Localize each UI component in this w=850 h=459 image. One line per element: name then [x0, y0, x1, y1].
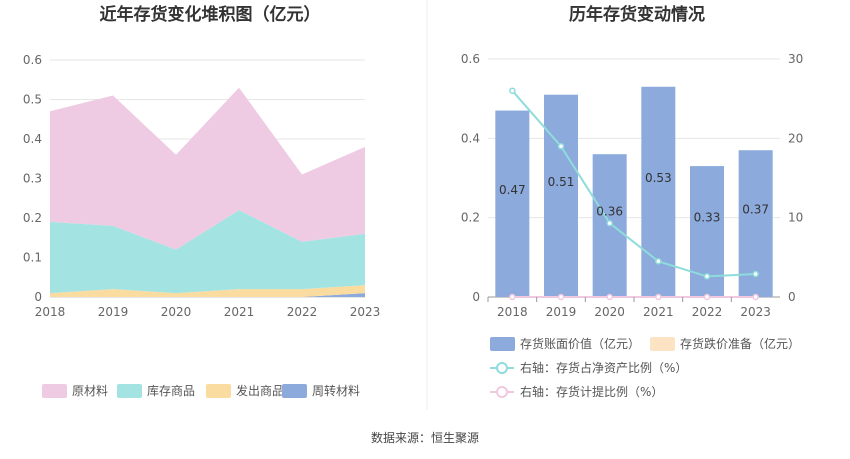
- line-point: [606, 219, 613, 227]
- legend-label: 右轴：存货占净资产比例（%）: [520, 360, 687, 375]
- left-chart-areas: [50, 87, 365, 297]
- legend-swatch: [282, 384, 307, 398]
- line-point: [606, 293, 613, 301]
- left-x-tick-label: 2018: [35, 305, 66, 319]
- bar-value-label: 0.36: [596, 205, 623, 219]
- left-x-tick-label: 2022: [287, 305, 318, 319]
- legend-marker: [496, 386, 508, 398]
- right-x-tick-label: 2018: [497, 305, 528, 319]
- right-x-tick-label: 2022: [692, 305, 723, 319]
- legend-label: 右轴：存货计提比例（%）: [520, 384, 663, 399]
- bar-2019: [544, 94, 578, 297]
- legend-swatch: [42, 384, 67, 398]
- legend-label: 存货跌价准备（亿元）: [680, 336, 800, 351]
- right-y-tick-label: 0.4: [461, 131, 480, 145]
- line-point: [509, 293, 516, 301]
- area-series-发出商品: [50, 285, 365, 297]
- line-point: [509, 87, 516, 94]
- bar-value-label: 0.33: [694, 211, 721, 225]
- area-series-库存商品: [50, 210, 365, 294]
- left-y-tick-label: 0: [34, 290, 42, 304]
- bar-value-label: 0.37: [742, 203, 769, 217]
- left-chart-y-axis: 0 0.1 0.2 0.3 0.4 0.5 0.6: [23, 53, 42, 304]
- left-x-tick-label: 2021: [224, 305, 255, 319]
- right-chart-y-axis: 0 0.2 0.4 0.6: [461, 52, 480, 304]
- left-y-tick-label: 0.6: [23, 53, 42, 67]
- left-x-tick-label: 2020: [161, 305, 192, 319]
- line-point: [752, 270, 759, 278]
- left-chart-x-axis: 2018 2019 2020 2021 2022 2023: [35, 305, 381, 319]
- legend-label: 原材料: [72, 384, 108, 398]
- line-point: [703, 273, 711, 280]
- line-point: [655, 293, 662, 301]
- left-x-tick-label: 2023: [350, 305, 381, 319]
- right-chart-legend: 存货账面价值（亿元） 存货跌价准备（亿元） 右轴：存货占净资产比例（%） 右轴：存货计…: [490, 336, 800, 399]
- legend-swatch: [490, 337, 515, 351]
- legend-label: 周转材料: [312, 383, 360, 398]
- right-x-tick-label: 2023: [740, 305, 771, 319]
- right-chart-y2-axis: 0 10 20 30: [788, 52, 803, 304]
- legend-label: 发出商品: [236, 383, 284, 398]
- line-point: [703, 293, 711, 301]
- right-chart-x-axis: 2018 2019 2020 2021 2022 2023: [487, 297, 771, 319]
- line-point: [655, 258, 662, 265]
- line-point: [557, 143, 565, 150]
- bar-value-label: 0.51: [548, 175, 575, 189]
- source-text: 数据来源：恒生聚源: [371, 430, 479, 445]
- right-x-tick-label: 2019: [546, 305, 577, 319]
- area-series-原材料: [50, 87, 365, 250]
- legend-label: 存货账面价值（亿元）: [520, 336, 640, 351]
- right-y-tick-label: 0.2: [461, 211, 480, 225]
- legend-swatch: [206, 384, 231, 398]
- legend-marker: [496, 362, 508, 374]
- right-y-tick-label: 0: [472, 290, 480, 304]
- left-y-tick-label: 0.2: [23, 211, 42, 225]
- legend-swatch: [117, 384, 142, 398]
- legend-label: 库存商品: [147, 383, 195, 398]
- right-x-tick-label: 2021: [643, 305, 674, 319]
- right-chart-title: 历年存货变动情况: [569, 4, 705, 25]
- legend-swatch: [650, 337, 675, 351]
- right-chart-bar-labels: 0.47 0.51 0.36 0.53 0.33 0.37: [499, 171, 769, 225]
- line-series-ratio-net-assets: [511, 90, 756, 278]
- left-chart-title: 近年存货变化堆积图（亿元）: [100, 4, 321, 25]
- left-chart-legend: 原材料 库存商品 发出商品 周转材料: [42, 383, 360, 398]
- right-chart-grid: [488, 58, 780, 298]
- left-y-tick-label: 0.1: [23, 251, 42, 265]
- area-series-周转材料: [50, 293, 365, 297]
- line-point: [557, 293, 565, 301]
- left-x-tick-label: 2019: [98, 305, 129, 319]
- right-y2-tick-label: 10: [788, 211, 803, 225]
- right-y2-tick-label: 30: [788, 52, 803, 66]
- line-point: [752, 293, 759, 301]
- right-y2-tick-label: 0: [788, 290, 796, 304]
- bar-value-label: 0.53: [645, 171, 672, 185]
- left-y-tick-label: 0.3: [23, 172, 42, 186]
- left-y-tick-label: 0.4: [23, 132, 42, 146]
- left-y-tick-label: 0.5: [23, 93, 42, 107]
- right-y-tick-label: 0.6: [461, 52, 480, 66]
- right-x-tick-label: 2020: [594, 305, 625, 319]
- bar-value-label: 0.47: [499, 183, 526, 197]
- bar-2018: [495, 110, 530, 297]
- right-y2-tick-label: 20: [788, 131, 803, 145]
